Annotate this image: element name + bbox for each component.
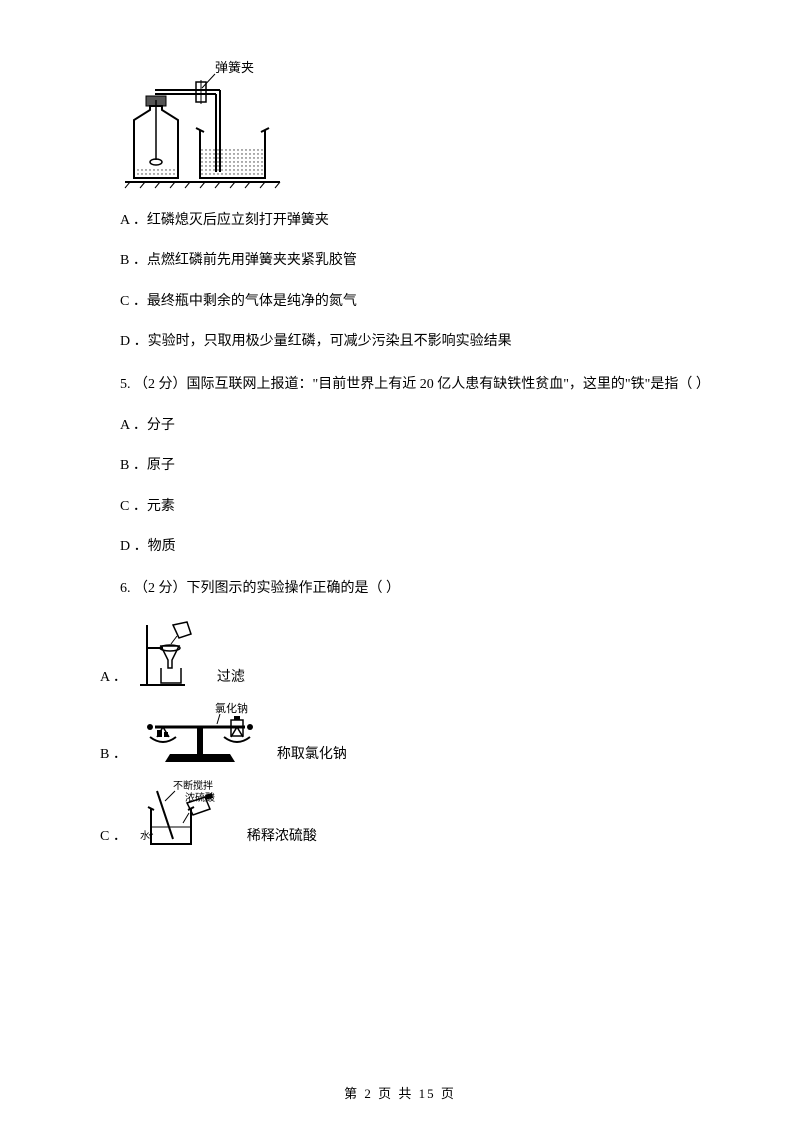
q5-option-c: C ．元素 (120, 496, 720, 518)
q4-option-b: B ．点燃红磷前先用弹簧夹夹紧乳胶管 (120, 250, 720, 272)
q6-option-a: A ． 过滤 (100, 620, 720, 690)
q6-stem: 6. （2 分）下列图示的实验操作正确的是（ ） (120, 576, 720, 601)
q5-option-d: D ．物质 (120, 536, 720, 558)
q6-b-letter: B ． (100, 743, 127, 763)
dilution-diagram: 不断搅拌 浓硫酸 水 (135, 779, 235, 849)
q6-c-text: 稀释浓硫酸 (247, 825, 317, 845)
svg-text:氯化钠: 氯化钠 (215, 702, 248, 715)
q4-option-a: A ．红磷熄灭后应立刻打开弹簧夹 (120, 210, 720, 232)
q6-b-text: 称取氯化钠 (277, 743, 347, 763)
filter-diagram (135, 620, 205, 690)
q6-a-letter: A ． (100, 666, 127, 686)
balance-diagram: 氯化钠 (135, 702, 265, 767)
q6-a-text: 过滤 (217, 666, 245, 686)
clamp-label: 弹簧夹 (215, 60, 254, 75)
page-footer: 第 2 页 共 15 页 (0, 1083, 800, 1102)
svg-text:水: 水 (140, 830, 150, 842)
q6-option-b: B ． 氯化钠 (100, 702, 720, 767)
q5-option-b: B ．原子 (120, 455, 720, 477)
q5-stem: 5. （2 分）国际互联网上报道："目前世界上有近 20 亿人患有缺铁性贫血"，… (100, 372, 720, 397)
apparatus-diagram: 弹簧夹 (120, 60, 720, 190)
svg-text:不断搅拌: 不断搅拌 (173, 779, 213, 792)
q4-option-d: D ．实验时，只取用极少量红磷，可减少污染且不影响实验结果 (120, 331, 720, 353)
q4-option-c: C ．最终瓶中剩余的气体是纯净的氮气 (120, 291, 720, 313)
q6-option-c: C ． 不断搅拌 浓硫酸 水 稀释浓硫酸 (100, 779, 720, 849)
q6-c-letter: C ． (100, 825, 127, 845)
q5-option-a: A ．分子 (120, 415, 720, 437)
